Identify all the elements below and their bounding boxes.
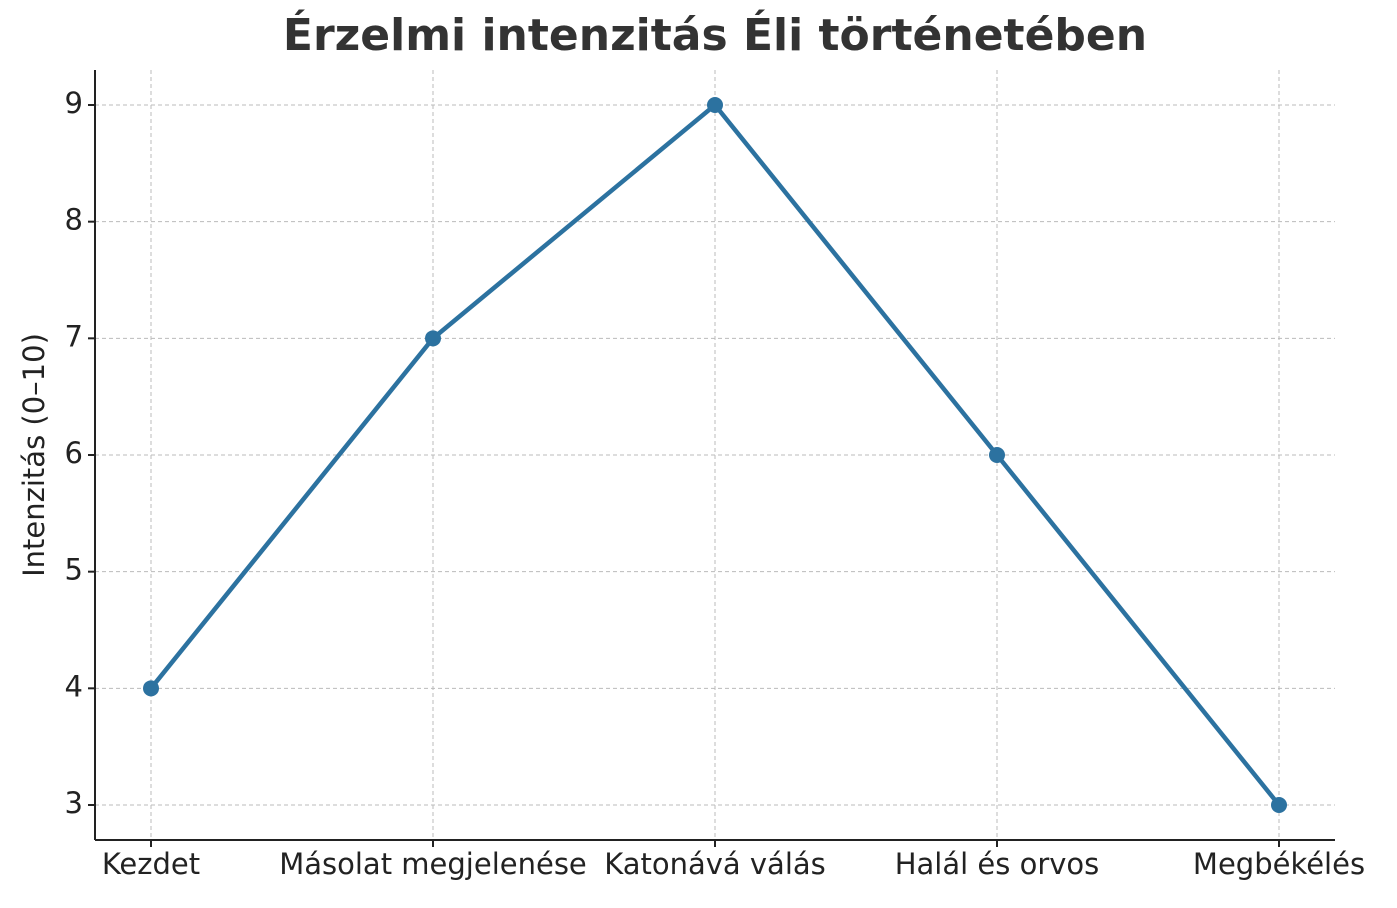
x-tick-label: Másolat megjelenése: [279, 847, 587, 881]
y-tick-label: 8: [65, 203, 83, 237]
point: [1271, 797, 1287, 813]
point: [707, 97, 723, 113]
x-tick-label: Megbékélés: [1193, 847, 1365, 881]
y-tick-label: 9: [65, 86, 83, 120]
chart-title: Érzelmi intenzitás Éli történetében: [283, 8, 1147, 61]
point: [989, 447, 1005, 463]
y-axis-label: Intenzitás (0–10): [17, 333, 51, 577]
y-tick-label: 7: [65, 319, 83, 353]
x-tick-label: Halál és orvos: [895, 847, 1100, 881]
x-tick-label: Kezdet: [102, 847, 200, 881]
y-tick-label: 5: [65, 553, 83, 587]
point: [425, 330, 441, 347]
x-tick-label: Katonává válás: [604, 847, 826, 881]
point: [143, 680, 159, 697]
y-tick-label: 6: [65, 436, 83, 470]
y-tick-label: 4: [65, 669, 83, 703]
y-tick-label: 3: [65, 786, 83, 820]
